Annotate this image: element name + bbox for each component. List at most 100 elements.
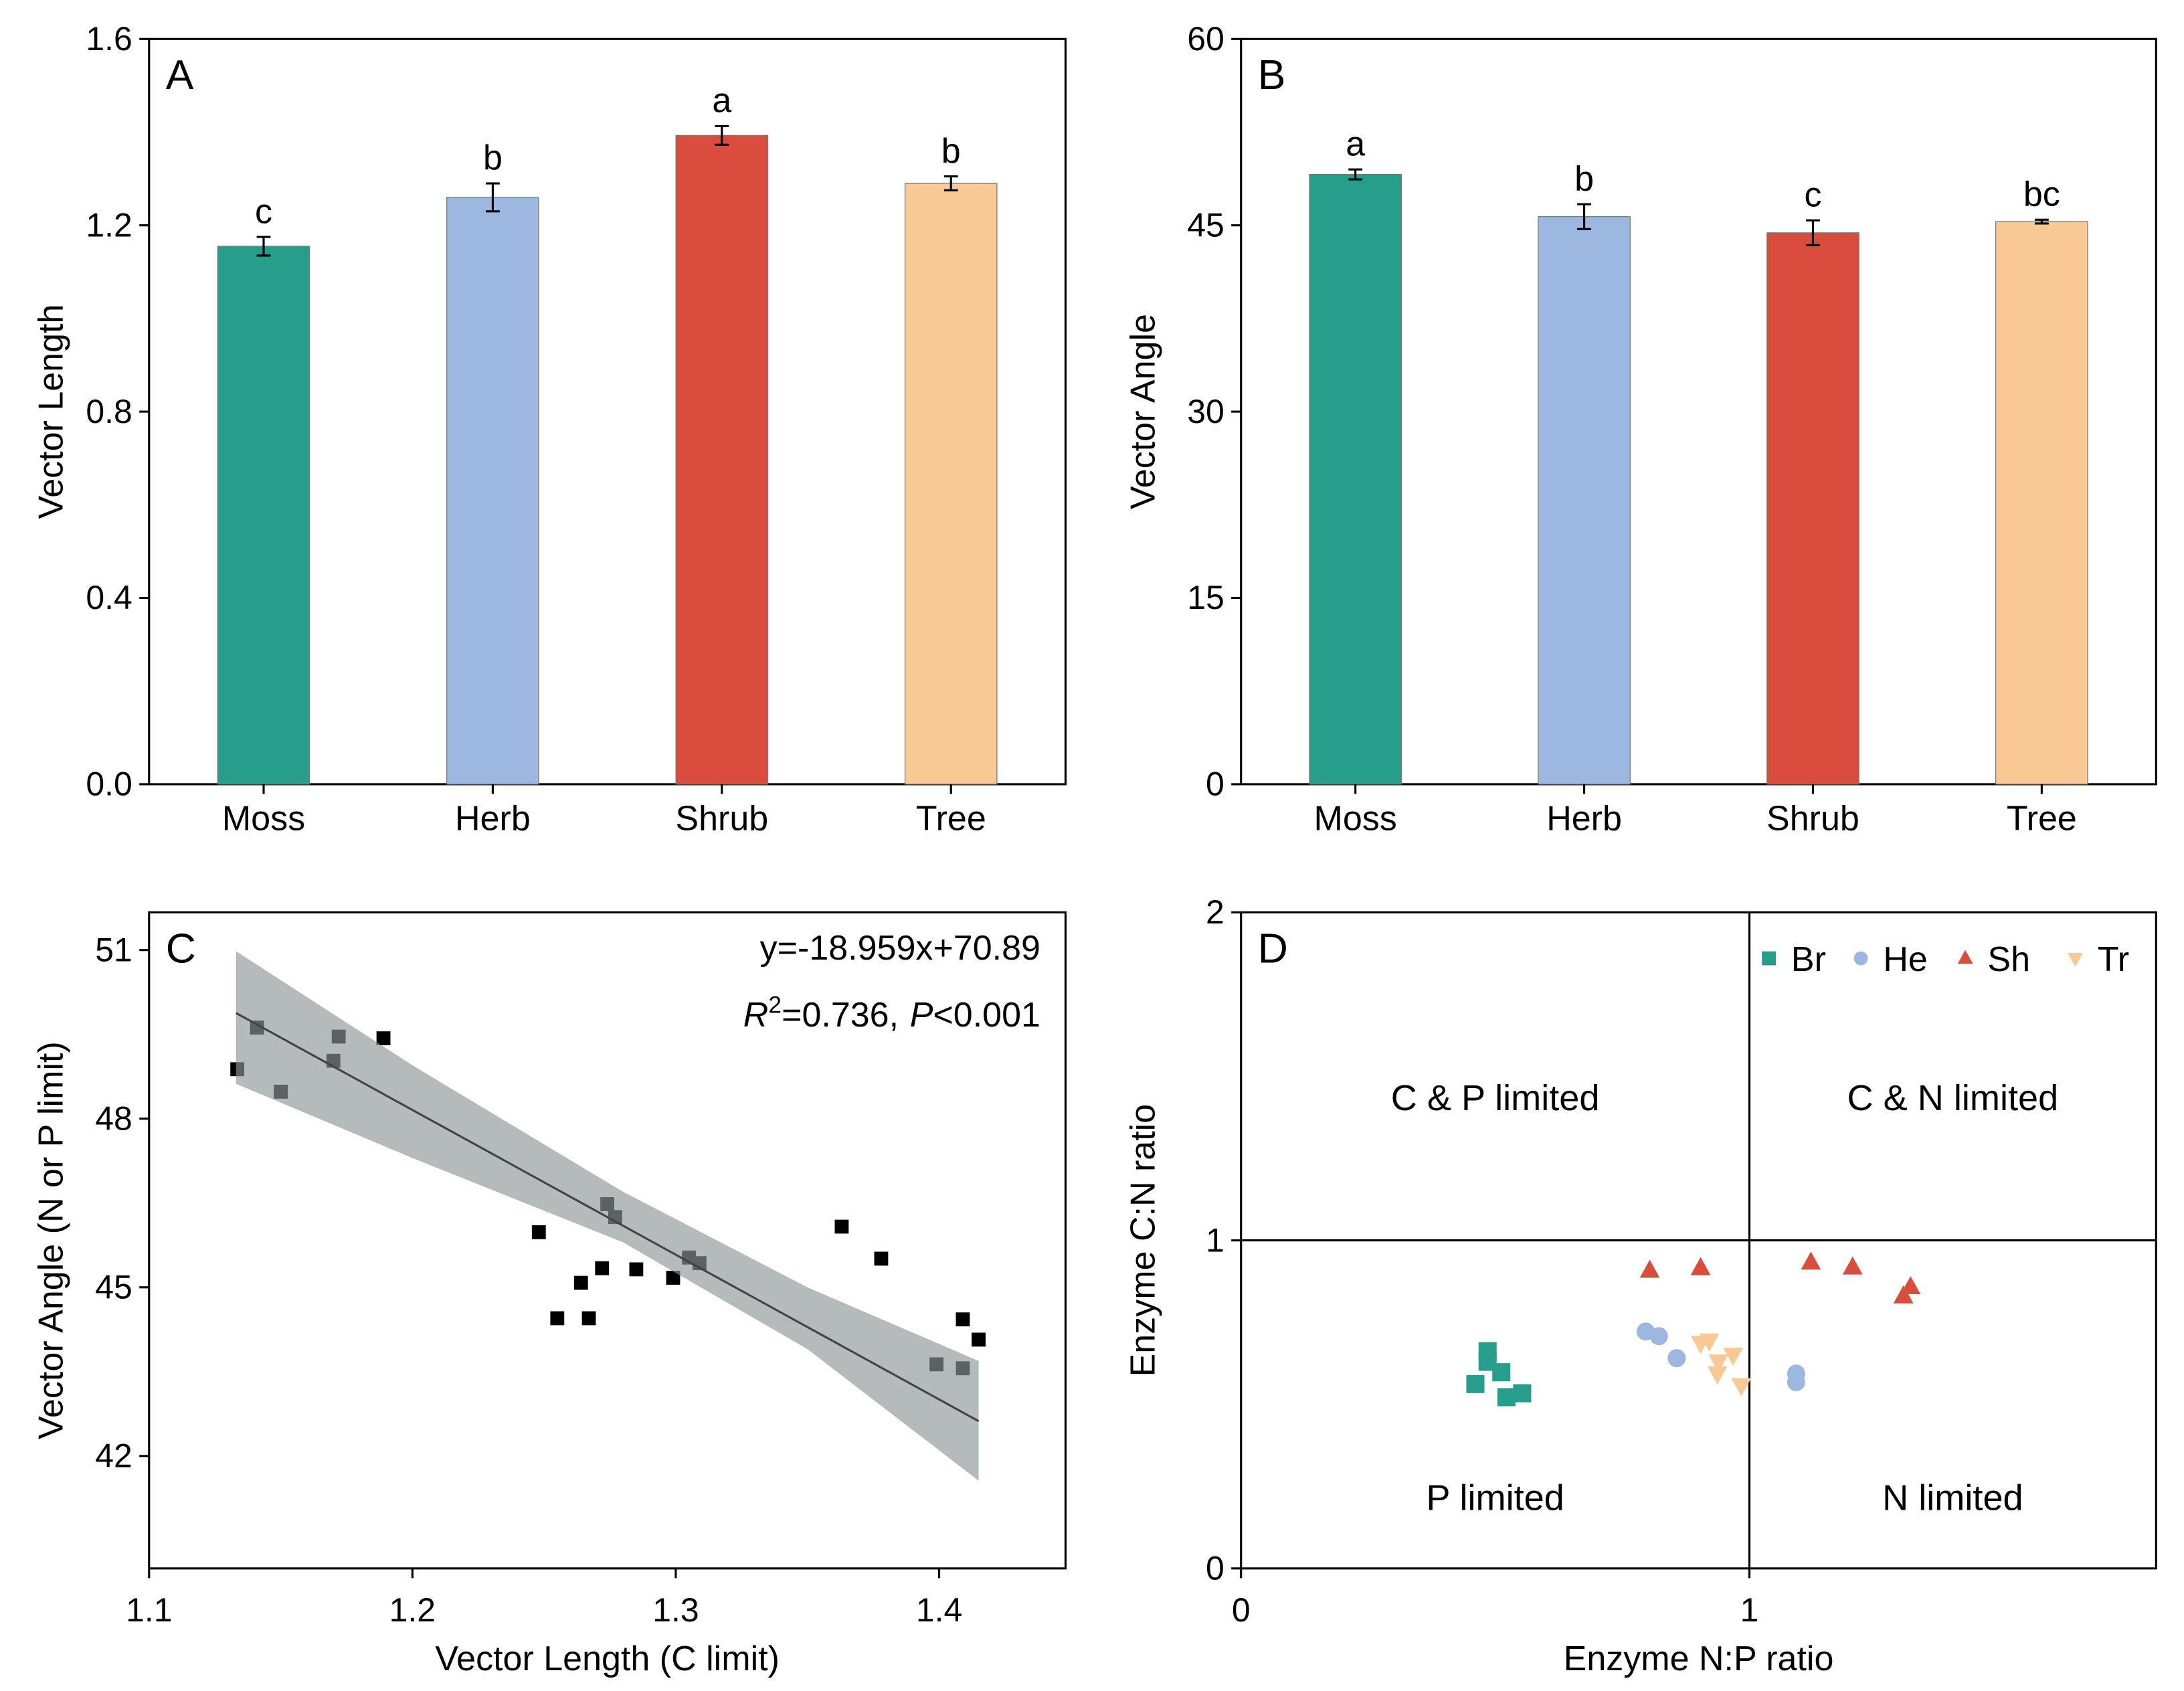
y-axis-label: Vector Angle (N or P limit) bbox=[32, 1041, 71, 1439]
data-point bbox=[595, 1261, 610, 1275]
data-point-tr bbox=[1708, 1354, 1729, 1373]
legend-label: Br bbox=[1791, 940, 1826, 979]
bar-moss bbox=[1309, 173, 1402, 785]
data-point-br bbox=[1466, 1374, 1485, 1393]
quadrant-label: P limited bbox=[1426, 1478, 1564, 1518]
significance-letter: b bbox=[483, 139, 503, 177]
legend-marker-br bbox=[1762, 951, 1777, 966]
x-tick-label: Shrub bbox=[675, 800, 768, 838]
x-tick-label: Shrub bbox=[1766, 800, 1859, 838]
y-tick-label: 1.2 bbox=[86, 206, 132, 244]
y-tick-label: 0.0 bbox=[86, 766, 132, 803]
regression-line bbox=[235, 1012, 980, 1423]
data-point bbox=[955, 1312, 970, 1327]
significance-letter: c bbox=[255, 192, 272, 231]
panel-C: C 42 45 48 51 Vector Angle (N or P limit) 1.1 1… bbox=[32, 911, 1067, 1678]
y-tick-label: 45 bbox=[1187, 206, 1224, 244]
data-point-tr bbox=[1731, 1378, 1752, 1397]
y-tick-label: 15 bbox=[1187, 579, 1224, 616]
y-tick-label: 60 bbox=[1187, 20, 1224, 58]
quadrant-label: N limited bbox=[1882, 1478, 2023, 1518]
data-point bbox=[666, 1271, 680, 1285]
r2-superscript: 2 bbox=[768, 992, 782, 1018]
r2-label: R bbox=[743, 996, 769, 1035]
legend-marker-sh bbox=[1957, 950, 1973, 964]
data-point-tr bbox=[1707, 1366, 1728, 1385]
y-tick-label: 30 bbox=[1187, 393, 1224, 430]
data-point bbox=[531, 1225, 546, 1239]
quadrant-label: C & N limited bbox=[1847, 1078, 2059, 1118]
data-point-he bbox=[1667, 1349, 1686, 1368]
data-point-br bbox=[1497, 1388, 1516, 1407]
data-point-br bbox=[1492, 1363, 1511, 1382]
data-point-br bbox=[1513, 1384, 1532, 1403]
x-axis-label: Vector Length (C limit) bbox=[435, 1639, 780, 1678]
bar-herb bbox=[1538, 216, 1631, 785]
bar-moss bbox=[217, 246, 310, 785]
significance-letter: bc bbox=[2023, 175, 2060, 214]
significance-letter: a bbox=[1346, 124, 1365, 163]
y-tick-label: 0.8 bbox=[86, 393, 132, 430]
panel-letter: A bbox=[166, 52, 194, 98]
quadrant-label: C & P limited bbox=[1391, 1078, 1600, 1118]
y-tick-label: 51 bbox=[95, 931, 132, 968]
data-point-tr bbox=[1723, 1347, 1744, 1366]
legend-marker-tr bbox=[2068, 952, 2084, 967]
panel-letter: D bbox=[1258, 925, 1288, 972]
panel-A: A 0.0 0.4 0.8 1.2 1.6 Vector Length c Moss b Herb a… bbox=[32, 20, 1067, 838]
data-point bbox=[581, 1311, 596, 1326]
x-tick-label: Moss bbox=[222, 800, 305, 838]
p-value: <0.001 bbox=[933, 996, 1040, 1035]
data-point bbox=[834, 1219, 849, 1234]
y-axis-label: Vector Angle bbox=[1124, 314, 1163, 509]
significance-letter: c bbox=[1804, 175, 1821, 214]
data-point-sh bbox=[1690, 1257, 1711, 1275]
plot-frame bbox=[148, 911, 1067, 1570]
x-axis-label: Enzyme N:P ratio bbox=[1564, 1639, 1834, 1678]
data-point bbox=[550, 1311, 565, 1326]
y-axis-label: Vector Length bbox=[32, 304, 71, 519]
y-tick-label: 0 bbox=[1206, 1549, 1224, 1587]
x-tick-label: 0 bbox=[1232, 1591, 1251, 1629]
bar-shrub bbox=[1766, 232, 1859, 785]
x-tick-label: Herb bbox=[1546, 800, 1622, 838]
x-tick-label: 1.2 bbox=[389, 1591, 436, 1629]
data-point-sh bbox=[1801, 1251, 1821, 1270]
x-tick-label: 1 bbox=[1740, 1591, 1759, 1629]
y-tick-label: 42 bbox=[95, 1437, 132, 1474]
data-point-sh bbox=[1842, 1256, 1863, 1275]
data-point bbox=[874, 1251, 889, 1266]
regression-equation: y=-18.959x+70.89 bbox=[760, 929, 1040, 968]
data-point bbox=[629, 1262, 644, 1277]
data-point-he bbox=[1787, 1372, 1805, 1391]
data-point bbox=[573, 1275, 588, 1290]
y-tick-label: 0 bbox=[1206, 766, 1224, 803]
y-tick-label: 48 bbox=[95, 1099, 132, 1137]
y-tick-label: 2 bbox=[1206, 893, 1224, 931]
legend-label: Tr bbox=[2098, 940, 2129, 979]
panel-D: D 0 1 2 Enzyme C:N ratio 0 1 Enzyme N:P ratio C … bbox=[1124, 893, 2157, 1678]
bar-herb bbox=[446, 197, 539, 785]
x-tick-label: 1.4 bbox=[916, 1591, 962, 1629]
panel-letter: B bbox=[1258, 52, 1286, 98]
y-tick-label: 45 bbox=[95, 1268, 132, 1306]
x-tick-label: 1.1 bbox=[126, 1591, 172, 1629]
y-axis-label: Enzyme C:N ratio bbox=[1124, 1104, 1163, 1377]
significance-letter: a bbox=[712, 82, 731, 120]
bar-shrub bbox=[675, 135, 769, 785]
x-tick-label: Tree bbox=[916, 800, 986, 838]
y-tick-label: 0.4 bbox=[86, 579, 132, 616]
legend-marker-he bbox=[1853, 951, 1868, 966]
data-point-sh bbox=[1893, 1285, 1914, 1304]
p-label: P bbox=[910, 996, 933, 1035]
data-point-sh bbox=[1639, 1259, 1660, 1278]
data-point-he bbox=[1649, 1327, 1668, 1346]
significance-letter: b bbox=[1574, 159, 1594, 198]
bar-tree bbox=[1995, 221, 2088, 785]
y-tick-label: 1.6 bbox=[86, 20, 132, 58]
significance-letter: b bbox=[941, 132, 961, 171]
panel-letter: C bbox=[166, 925, 196, 972]
x-tick-label: Herb bbox=[455, 800, 531, 838]
y-tick-label: 1 bbox=[1206, 1221, 1224, 1259]
